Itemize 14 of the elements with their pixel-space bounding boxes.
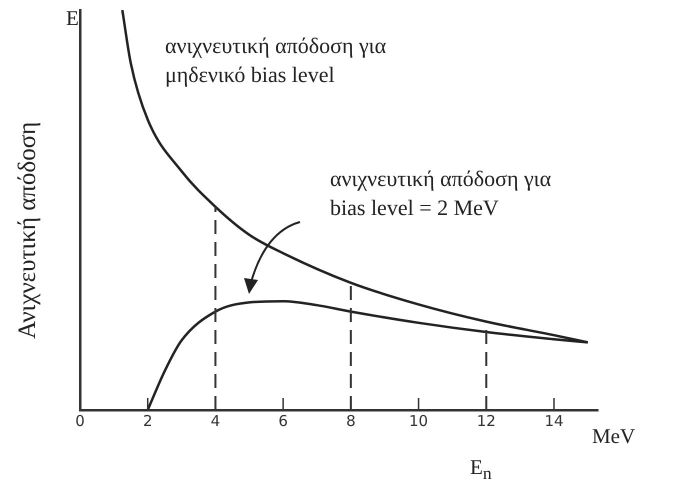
x-tick-label: 10 [409,412,428,430]
x-tick-label: 4 [210,412,220,430]
text: MeV [592,424,636,449]
x-tick-label: 14 [544,412,564,430]
x-tick-label: 6 [278,412,288,430]
x-tick-label: 8 [346,412,356,430]
annotation: ανιχνευτική απόδοση για bias level = 2 MeV [330,165,552,222]
text: E [66,6,79,31]
x-tick-label: 12 [476,412,496,430]
y-axis-title: Ανιχνευτική απόδοση [14,122,42,339]
series-label: ανιχνευτική απόδοση για μηδενικό bias level [165,32,388,89]
x-axis-title: E$_{n}$ [470,455,492,484]
x-tick-label: 2 [142,412,152,430]
x-tick-label: 0 [75,412,85,430]
